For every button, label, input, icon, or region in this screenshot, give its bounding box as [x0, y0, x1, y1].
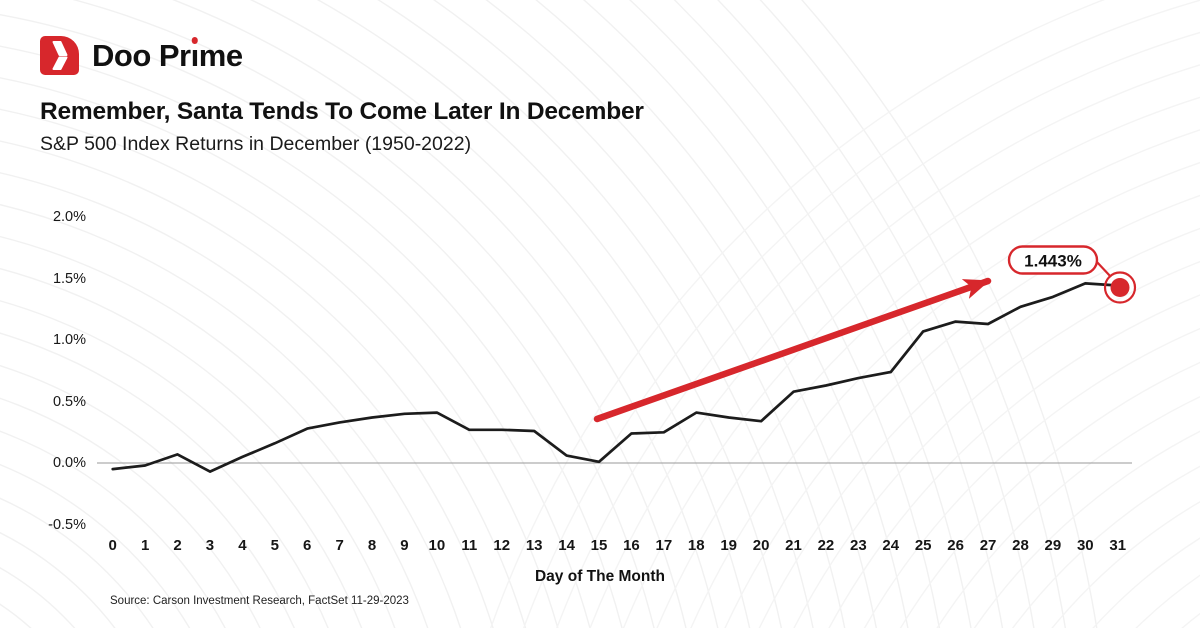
doo-prime-icon	[40, 36, 79, 75]
callout-pill	[1007, 245, 1099, 275]
callout-value-label: 1.443%	[1024, 252, 1082, 271]
endpoint-ring	[1103, 271, 1137, 304]
x-axis-title: Day of The Month	[534, 568, 666, 585]
sp500-return-line	[111, 282, 1120, 473]
endpoint-dot	[1110, 278, 1130, 297]
upward-trend-arrow	[593, 277, 992, 423]
brand-wordmark: Doo Pr ı me	[92, 36, 243, 75]
brand-wordmark-i: ı	[190, 38, 200, 73]
chart-title: Remember, Santa Tends To Come Later In D…	[40, 98, 644, 125]
chart-subtitle: S&P 500 Index Returns in December (1950-…	[40, 133, 472, 155]
brand-wordmark-pre: Doo Pr	[92, 38, 191, 73]
callout-connector	[1095, 260, 1112, 278]
brand-logo: Doo Pr ı me	[40, 36, 243, 75]
source-note: Source: Carson Investment Research, Fact…	[110, 595, 409, 607]
brand-wordmark-post: me	[198, 38, 243, 73]
